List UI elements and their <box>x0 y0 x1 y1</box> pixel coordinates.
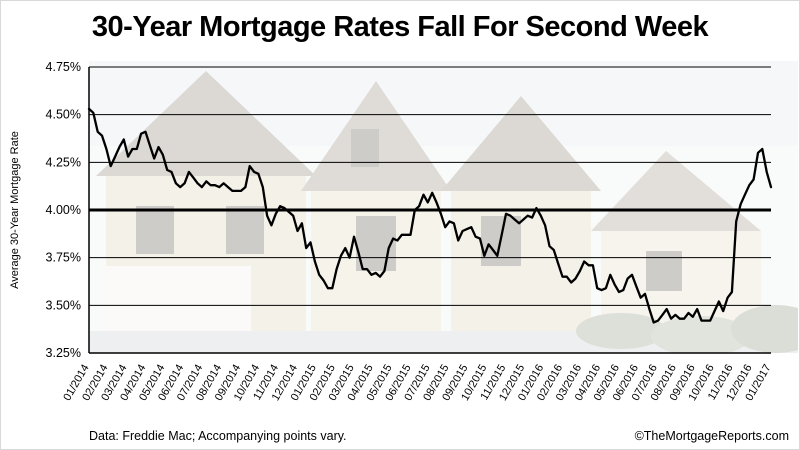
rate-line-series <box>87 107 773 324</box>
y-tick-labels: 4.75% 4.50% 4.25% 4.00% 3.75% 3.50% 3.25% <box>46 60 81 360</box>
chart-title: 30-Year Mortgage Rates Fall For Second W… <box>91 11 709 43</box>
y-tick-label: 3.25% <box>46 346 81 360</box>
x-tick-labels: 01/201402/201403/201404/201405/201406/20… <box>61 363 773 403</box>
y-tick-label: 3.75% <box>46 251 81 265</box>
data-source-note: Data: Freddie Mac; Accompanying points v… <box>89 429 347 443</box>
y-tick-label: 3.50% <box>46 298 81 312</box>
y-tick-label: 4.75% <box>46 60 81 74</box>
y-tick-label: 4.00% <box>46 203 81 217</box>
gridlines <box>89 66 771 354</box>
copyright-credit: ©TheMortgageReports.com <box>634 429 789 443</box>
mortgage-rate-line <box>87 107 773 324</box>
axis-lines <box>88 67 771 354</box>
y-tick-label: 4.50% <box>46 108 81 122</box>
chart-footer: Data: Freddie Mac; Accompanying points v… <box>89 429 789 443</box>
y-tick-label: 4.25% <box>46 155 81 169</box>
